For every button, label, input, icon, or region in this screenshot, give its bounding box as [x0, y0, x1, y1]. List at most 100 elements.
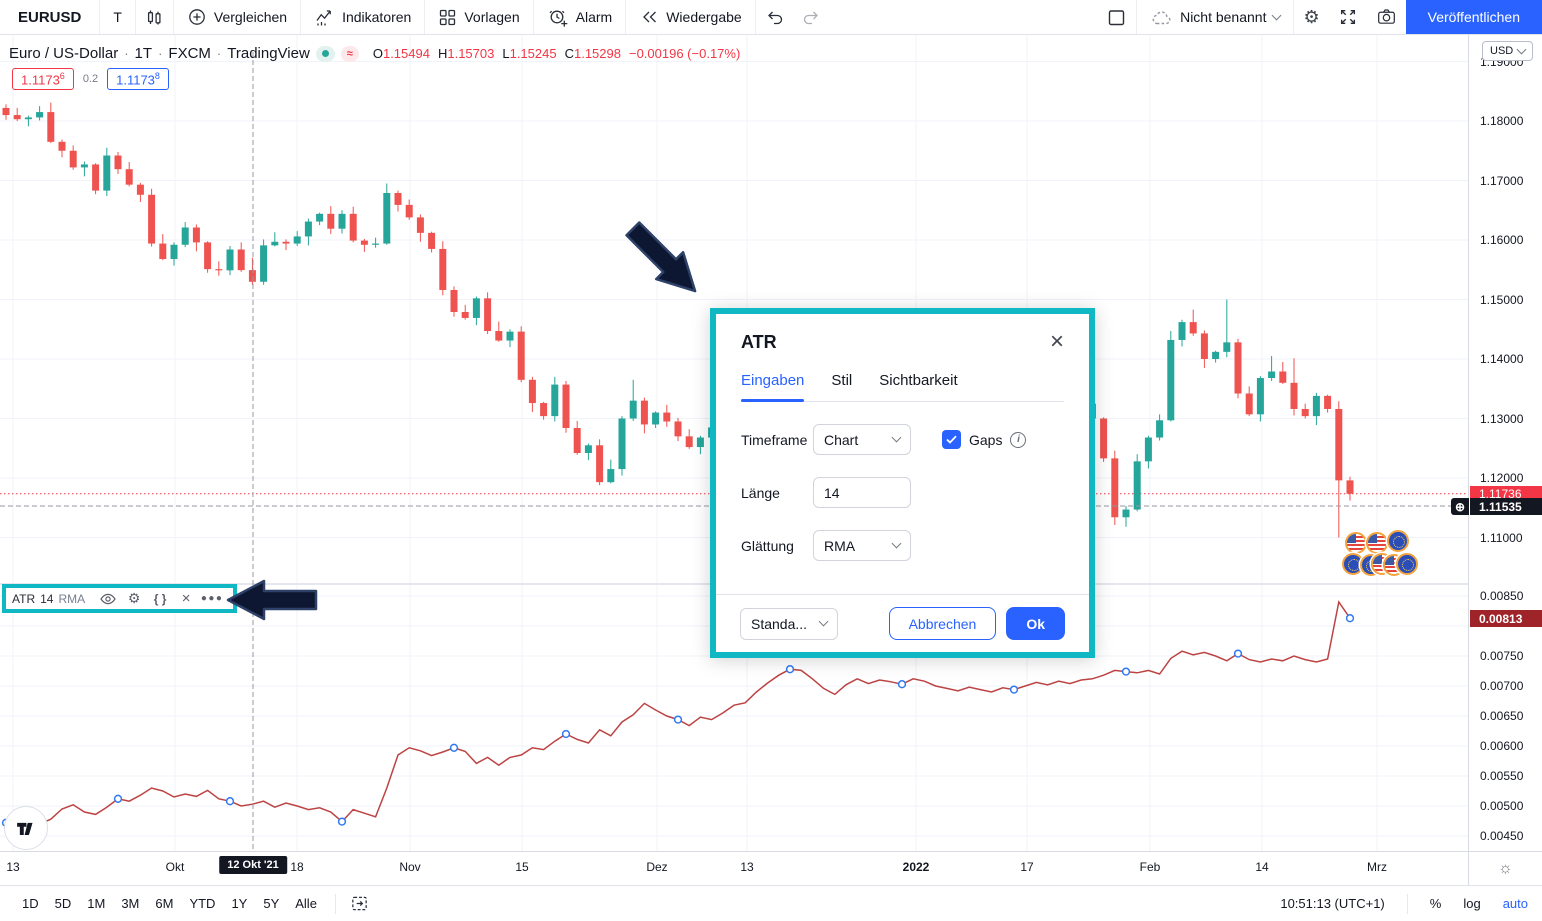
delayed-data-badge[interactable]: ≈: [340, 45, 359, 62]
more-options-icon[interactable]: ●●●: [200, 593, 224, 604]
atr-tick-label: 0.00550: [1480, 769, 1524, 783]
toolbar-divider: [754, 0, 756, 34]
dialog-title: ATR: [741, 331, 777, 352]
price-tick-label: 1.14000: [1480, 352, 1524, 366]
symbol-title: Euro / US-Dollar: [9, 45, 119, 62]
length-input[interactable]: [824, 484, 900, 501]
templates-label: Vorlagen: [464, 9, 520, 25]
alert-button[interactable]: Alarm: [534, 0, 626, 34]
percent-scale-button[interactable]: %: [1429, 896, 1442, 911]
calendar-goto-icon: [352, 896, 367, 911]
range-3m[interactable]: 3M: [121, 896, 140, 911]
ohlc-item: O1.15494: [372, 46, 430, 61]
atr-indicator-legend[interactable]: ATR 14 RMA ⚙ { } × ●●●: [2, 584, 238, 613]
source-code-icon[interactable]: { }: [153, 591, 167, 606]
us-flag-icon[interactable]: [1345, 532, 1367, 554]
buy-button[interactable]: 1.11738: [107, 68, 169, 91]
price-axis[interactable]: USD 1.19000 1.18000 1.17000 1.16000 1.15000 1…: [1451, 35, 1542, 851]
fullscreen-button[interactable]: [1329, 0, 1367, 34]
replay-button[interactable]: Wiedergabe: [626, 0, 755, 34]
indicator-settings-gear-icon[interactable]: ⚙: [127, 590, 141, 606]
toolbar-divider: [172, 0, 174, 34]
info-icon[interactable]: i: [1010, 431, 1027, 448]
go-to-date-button[interactable]: [346, 894, 373, 913]
time-tick-label: 13: [6, 860, 20, 874]
ohlc-item: H1.15703: [437, 46, 495, 61]
redo-icon: [802, 9, 821, 25]
check-icon: [946, 435, 957, 444]
range-1m[interactable]: 1M: [87, 896, 106, 911]
auto-scale-button[interactable]: auto: [1502, 896, 1528, 911]
interval-button[interactable]: T: [113, 9, 122, 25]
toolbar-divider: [1293, 0, 1295, 34]
toolbar-divider: [625, 0, 627, 34]
redo-button[interactable]: [793, 0, 830, 34]
replay-label: Wiedergabe: [666, 9, 742, 25]
camera-icon: [1376, 7, 1397, 27]
smoothing-label: Glättung: [741, 537, 794, 554]
timeframe-label: Timeframe: [741, 431, 808, 448]
indicators-button[interactable]: Indikatoren: [301, 0, 424, 34]
bottom-toolbar: 1D 5D 1M 3M 6M YTD 1Y 5Y Alle 10:51:13 (UTC+1) %…: [0, 885, 1542, 921]
crosshair-date-label: 12 Okt '21: [219, 856, 287, 874]
gaps-checkbox[interactable]: [942, 430, 961, 449]
settings-button[interactable]: ⚙: [1294, 0, 1328, 34]
eye-icon[interactable]: [95, 589, 121, 609]
toolbar-divider: [134, 0, 136, 34]
chart-area[interactable]: Euro / US-Dollar · 1T · FXCM · TradingVi…: [0, 35, 1468, 851]
tab-eingaben[interactable]: Eingaben: [741, 372, 805, 402]
tab-stil[interactable]: Stil: [831, 372, 853, 389]
timeframe-select[interactable]: Chart: [813, 424, 911, 455]
atr-legend-title: ATR: [12, 591, 36, 606]
range-5d[interactable]: 5D: [54, 896, 72, 911]
atr-settings-dialog: ATR × Eingaben Stil Sichtbarkeit Timeframe…: [710, 308, 1095, 658]
range-5y[interactable]: 5Y: [263, 896, 280, 911]
chart-style-button[interactable]: [136, 0, 173, 34]
clock-label[interactable]: 10:51:13 (UTC+1): [1280, 896, 1385, 911]
toolbar-divider: [424, 0, 426, 34]
us-flag-icon[interactable]: [1366, 532, 1388, 554]
log-scale-button[interactable]: log: [1463, 896, 1481, 911]
axis-settings-corner[interactable]: ☼: [1468, 851, 1542, 885]
close-icon[interactable]: ×: [1049, 328, 1064, 355]
publish-button[interactable]: Veröffentlichen: [1405, 0, 1542, 34]
tab-sichtbarkeit[interactable]: Sichtbarkeit: [879, 372, 958, 389]
undo-icon: [765, 9, 784, 25]
time-tick-label: 17: [1020, 860, 1034, 874]
sell-button[interactable]: 1.11736: [12, 68, 74, 91]
cloud-save-button[interactable]: Nicht benannt: [1137, 0, 1293, 34]
remove-indicator-icon[interactable]: ×: [181, 590, 191, 607]
time-tick-label: 15: [515, 860, 529, 874]
indicators-icon: [314, 7, 335, 27]
eu-flag-icon[interactable]: [1396, 553, 1418, 575]
cancel-button[interactable]: Abbrechen: [888, 607, 997, 640]
range-6m[interactable]: 6M: [155, 896, 174, 911]
undo-button[interactable]: [756, 0, 793, 34]
time-axis[interactable]: 13 Okt 18 Nov 15 Dez 13 2022 17 Feb 14 Mrz 12 Okt '…: [0, 851, 1468, 885]
data-status-badge[interactable]: [315, 45, 335, 62]
smoothing-select[interactable]: RMA: [813, 530, 911, 561]
range-ytd[interactable]: YTD: [189, 896, 216, 911]
change-value: −0.00196 (−0.17%): [628, 46, 741, 61]
currency-button[interactable]: USD: [1482, 41, 1534, 61]
chevron-down-icon: [818, 616, 829, 627]
chevron-down-icon: [1272, 10, 1282, 20]
range-1y[interactable]: 1Y: [231, 896, 248, 911]
ok-button[interactable]: Ok: [1006, 607, 1065, 640]
range-1d[interactable]: 1D: [22, 896, 39, 911]
time-tick-label: 18: [290, 860, 304, 874]
spread-value: 0.2: [82, 73, 99, 86]
templates-button[interactable]: Vorlagen: [425, 0, 532, 34]
add-alert-plus-icon[interactable]: ⊕: [1451, 498, 1469, 515]
range-alle[interactable]: Alle: [295, 896, 317, 911]
eu-flag-icon[interactable]: [1387, 530, 1409, 552]
compare-button[interactable]: Vergleichen: [174, 0, 300, 34]
screenshot-button[interactable]: [1367, 0, 1406, 34]
layout-button[interactable]: [1097, 0, 1136, 34]
tradingview-logo[interactable]: [4, 806, 48, 850]
separator-dot: ·: [124, 46, 129, 61]
symbol-button[interactable]: EURUSD: [18, 8, 82, 26]
atr-value-label: 0.00813: [1470, 610, 1542, 628]
dialog-tabs: Eingaben Stil Sichtbarkeit: [741, 372, 1064, 402]
preset-select[interactable]: Standa...: [740, 607, 838, 640]
